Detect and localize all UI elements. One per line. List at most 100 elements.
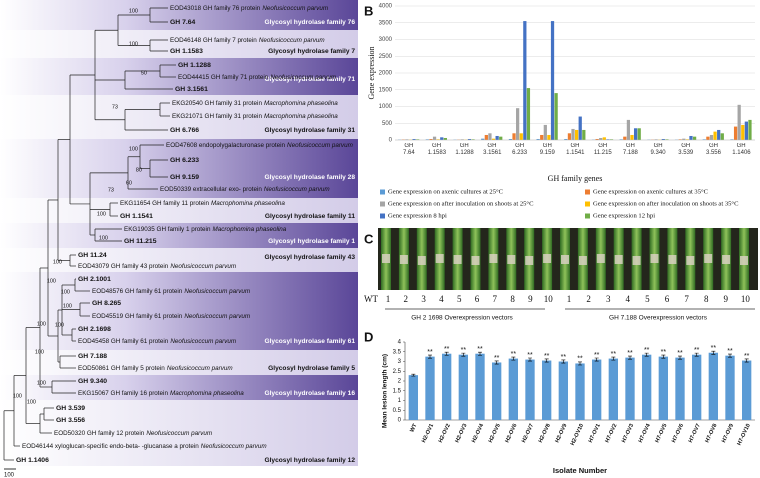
photo-caption: GH 2 1698 Overexpression vectors [411,315,513,322]
y-tick-label: 500 [382,121,393,127]
leaf-label: GH 1.1541 [120,213,153,220]
bar [717,129,721,140]
x-tick-label: GH 3.556 [705,143,721,156]
leaf-id: GH 3.556 [56,417,85,424]
leaf-species: Macrophomina phaseolina [211,200,285,207]
leaf-label: EOD46144 xyloglucan-specific endo-beta- … [22,443,267,450]
leaf-id: GH 7.188 [78,353,107,360]
bar [405,139,409,140]
bar [692,354,702,420]
error-bar [594,357,599,362]
x-tick-label: H7-OV1 [588,423,602,444]
bar [495,135,499,140]
error-bar [644,352,649,357]
family-band [0,272,358,350]
error-bar [428,354,432,359]
photo-label: 5 [457,294,462,304]
leaf-species: Neofusicoccum parvum [184,313,250,320]
bar [442,353,452,420]
significance-label: ** [727,348,733,355]
family-band [0,223,358,248]
x-tick-label-box: GH 1.1541 [566,143,585,156]
panel-label: C [364,231,374,246]
legend-label: Gene expression on after inoculation on … [388,201,534,208]
error-bar [728,353,732,358]
bar [443,137,447,140]
error-bar [678,355,682,360]
leaf-species: Neofusicoccum parvum [264,186,330,193]
support-value: 100 [27,399,36,405]
photo-label: 9 [724,294,729,304]
x-tick-label: H2-OV10 [570,423,585,447]
leaf-id: GH 9.159 [170,174,199,181]
leaf-species: Neofusicoccum parvum [167,365,233,372]
bar [484,134,488,140]
leaf-label: GH 3.539 [56,405,85,412]
bar [595,138,599,140]
error-bar [578,361,582,366]
error-bar [494,360,499,365]
leaf-id: EKG21071 GH family 31 protein [172,113,262,120]
photo-label: 6 [475,294,480,304]
y-axis-title: Mean lesion length (cm) [382,354,389,428]
legend-swatch [585,213,590,219]
leaf-label: EOD46148 GH family 7 protein Neofusicoccu… [170,37,325,44]
bar [492,362,502,420]
lesion [382,254,390,263]
leaf-id: GH 7.64 [170,19,196,26]
leaf-id: EKG11654 GH family 11 protein [120,200,210,207]
bar [675,357,685,420]
lesion [561,255,569,264]
x-tick-label: GH 3.539 [678,143,694,156]
leaf-id: GH 6.233 [170,157,199,164]
legend-swatch [380,189,385,195]
leaf-label: GH 8.265 [92,300,121,307]
error-bar [461,352,466,357]
significance-label: ** [611,351,617,358]
lesion [471,256,480,265]
error-bar [561,359,566,364]
bar [554,93,558,140]
error-bar [544,358,549,363]
bar [499,136,503,140]
photo-label: 2 [586,294,591,304]
x-tick-label: H2-OV9 [555,423,569,444]
y-tick-label: 3 [398,359,402,365]
leaf-label: GH 7.188 [78,353,107,360]
leaf-species: Neofusicoccum parvum [262,5,328,12]
leaf-id: EKG15067 GH family 16 protein [78,390,168,397]
x-tick-label: GH 1.1541 [566,143,585,156]
x-tick-label: GH 7.64 [403,143,415,156]
leaf-label: EKG15067 GH family 16 protein Macrophomin… [78,390,244,397]
leaf-label: EOD50861 GH family 5 protein Neofusicoccu… [78,365,233,372]
bar [737,104,741,140]
leaf-id: GH 1.1583 [170,48,203,55]
bar [602,137,606,140]
support-value: 100 [37,321,46,327]
error-bar [611,356,616,361]
lesion [650,254,659,263]
leaf-id: EOD46148 GH family 7 protein [170,37,257,44]
support-value: 100 [97,211,106,217]
x-tick-label: H7-OV7 [688,423,702,444]
y-axis-title: Gene expression [367,46,376,99]
leaf-label: GH 1.1406 [16,457,49,464]
lesion [543,254,552,263]
bar [692,136,697,140]
x-tick-label-box: GH 1.1406 [732,143,750,156]
x-tick-label: GH 9.159 [539,143,555,156]
x-tick-label: H2-OV4 [471,422,485,444]
support-value: 100 [53,259,62,265]
family-band [0,248,358,272]
bar [512,133,516,140]
bar [608,358,618,420]
legend-label: Gene expression 12 hpi [593,213,655,220]
x-tick-label: GH 6.233 [512,143,528,156]
y-tick-label: 2500 [379,54,393,60]
leaf-label: GH 2.1698 [78,326,111,333]
x-tick-label-box: GH 3.1561 [483,143,501,156]
bar [547,134,551,140]
bar [519,133,523,140]
photo-label: 5 [645,294,650,304]
error-bar [411,373,416,377]
